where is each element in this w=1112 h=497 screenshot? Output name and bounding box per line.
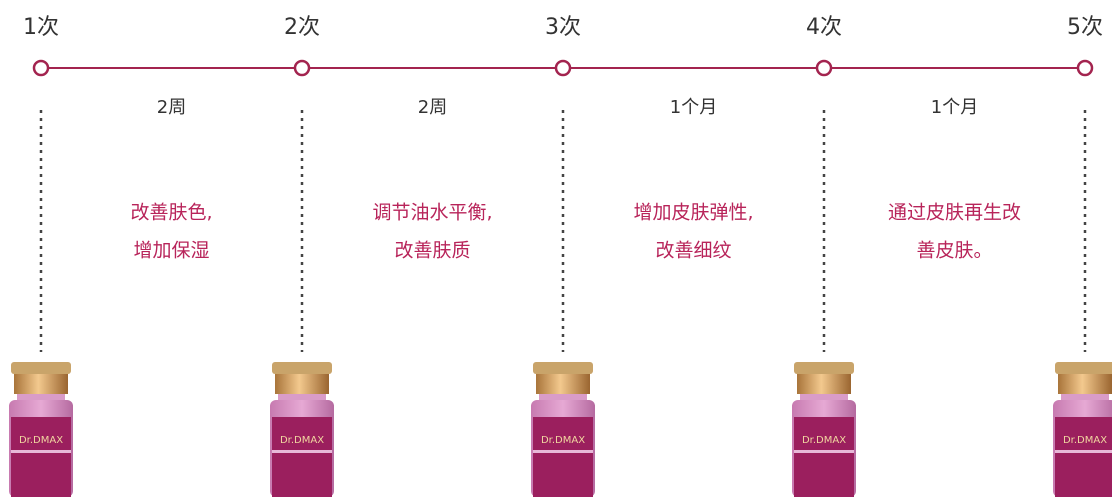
vial-brand: Dr.DMAX xyxy=(541,435,585,446)
vial-collar xyxy=(797,374,851,394)
vial-label xyxy=(1055,417,1112,497)
vial-brand: Dr.DMAX xyxy=(19,435,63,446)
vial-stripe xyxy=(272,450,332,453)
description: 通过皮肤再生改 xyxy=(888,202,1021,224)
product-vial: Dr.DMAX xyxy=(792,362,856,497)
vial-label xyxy=(794,417,854,497)
step-label: 4次 xyxy=(806,15,842,40)
vial-cap xyxy=(11,362,71,374)
vial-cap xyxy=(1055,362,1112,374)
vial-stripe xyxy=(794,450,854,453)
vial-cap xyxy=(794,362,854,374)
description: 调节油水平衡, xyxy=(372,202,492,224)
description: 改善肤色, xyxy=(130,202,212,224)
vial-stripe xyxy=(1055,450,1112,453)
description: 善皮肤。 xyxy=(916,240,992,262)
vial-neck xyxy=(539,394,587,400)
vial-neck xyxy=(17,394,65,400)
vial-label xyxy=(272,417,332,497)
description: 改善细纹 xyxy=(655,240,731,262)
vial-cap xyxy=(533,362,593,374)
step-node xyxy=(815,59,833,77)
vial-neck xyxy=(800,394,848,400)
product-vial: Dr.DMAX xyxy=(270,362,334,497)
interval-label: 2周 xyxy=(418,97,447,118)
interval-label: 1个月 xyxy=(931,97,978,118)
vial-brand: Dr.DMAX xyxy=(1063,435,1107,446)
vial-stripe xyxy=(533,450,593,453)
step-node xyxy=(554,59,572,77)
vial-collar xyxy=(14,374,68,394)
step-node xyxy=(293,59,311,77)
interval-label: 2周 xyxy=(157,97,186,118)
step-node xyxy=(32,59,50,77)
product-vial: Dr.DMAX xyxy=(9,362,73,497)
step-label: 1次 xyxy=(23,15,59,40)
interval-label: 1个月 xyxy=(670,97,717,118)
step-node xyxy=(1076,59,1094,77)
vial-brand: Dr.DMAX xyxy=(802,435,846,446)
vial-collar xyxy=(536,374,590,394)
vial-collar xyxy=(275,374,329,394)
step-label: 2次 xyxy=(284,15,320,40)
description: 增加保湿 xyxy=(133,240,209,262)
step-label: 5次 xyxy=(1067,15,1103,40)
vial-neck xyxy=(1061,394,1109,400)
vial-brand: Dr.DMAX xyxy=(280,435,324,446)
step-label: 3次 xyxy=(545,15,581,40)
vial-cap xyxy=(272,362,332,374)
description: 改善肤质 xyxy=(394,240,470,262)
vial-stripe xyxy=(11,450,71,453)
vial-collar xyxy=(1058,374,1112,394)
description: 增加皮肤弹性, xyxy=(633,202,753,224)
vial-label xyxy=(533,417,593,497)
product-vial: Dr.DMAX xyxy=(531,362,595,497)
product-vial: Dr.DMAX xyxy=(1053,362,1112,497)
vial-label xyxy=(11,417,71,497)
vial-neck xyxy=(278,394,326,400)
